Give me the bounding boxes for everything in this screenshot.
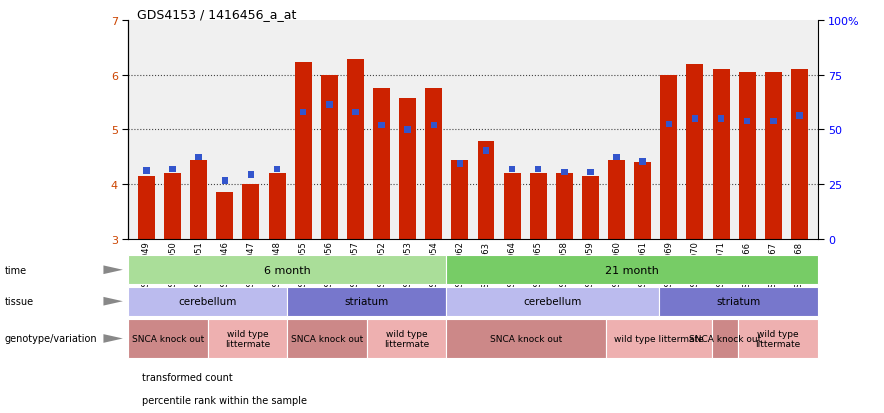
Bar [639, 159, 646, 165]
Bar [660, 75, 677, 240]
Text: cerebellum: cerebellum [179, 297, 237, 306]
Bar [504, 174, 521, 240]
Bar [765, 73, 781, 240]
Bar [796, 113, 803, 120]
Bar [300, 109, 307, 116]
Text: wild type
littermate: wild type littermate [225, 329, 271, 348]
Bar [530, 174, 546, 240]
Bar [666, 121, 672, 128]
Bar [128, 319, 208, 358]
Bar [347, 60, 364, 240]
Text: wild type littermate: wild type littermate [613, 334, 704, 343]
Bar [404, 127, 411, 133]
Bar [556, 174, 573, 240]
Text: cerebellum: cerebellum [523, 297, 582, 306]
Text: striatum: striatum [345, 297, 389, 306]
Bar [128, 287, 287, 316]
Bar [587, 169, 594, 176]
Polygon shape [103, 297, 123, 306]
Text: SNCA knock out: SNCA knock out [490, 334, 562, 343]
Bar [128, 256, 446, 285]
Text: striatum: striatum [716, 297, 760, 306]
Text: 21 month: 21 month [606, 265, 659, 275]
Bar [248, 172, 255, 178]
Bar [582, 177, 599, 240]
Text: time: time [4, 265, 27, 275]
Bar [691, 116, 698, 122]
Bar [608, 160, 625, 240]
Bar [452, 160, 469, 240]
Bar [400, 99, 416, 240]
Text: wild type
littermate: wild type littermate [384, 329, 430, 348]
Bar [446, 287, 659, 316]
Bar [367, 319, 446, 358]
Bar [274, 166, 280, 173]
Bar [326, 102, 332, 109]
Bar [718, 116, 724, 122]
Bar [446, 256, 818, 285]
Bar [713, 70, 729, 240]
Text: genotype/variation: genotype/variation [4, 334, 97, 344]
Bar [738, 319, 818, 358]
Bar [606, 319, 712, 358]
Bar [242, 185, 259, 240]
Bar [535, 166, 542, 173]
Bar [208, 319, 287, 358]
Bar [483, 147, 489, 154]
Bar [373, 89, 390, 240]
Text: tissue: tissue [4, 297, 34, 306]
Bar [659, 287, 818, 316]
Bar [634, 163, 652, 240]
Bar [613, 154, 620, 161]
Text: SNCA knock out: SNCA knock out [291, 334, 363, 343]
Bar [431, 122, 437, 129]
Bar [294, 63, 312, 240]
Bar [321, 75, 338, 240]
Text: SNCA knock out: SNCA knock out [132, 334, 204, 343]
Bar [195, 154, 202, 161]
Bar [744, 119, 751, 125]
Bar [352, 109, 359, 116]
Bar [269, 174, 286, 240]
Text: percentile rank within the sample: percentile rank within the sample [142, 395, 308, 405]
Bar [222, 178, 228, 184]
Bar [770, 119, 776, 125]
Bar [791, 70, 808, 240]
Polygon shape [103, 335, 123, 343]
Bar [287, 287, 446, 316]
Bar [217, 193, 233, 240]
Bar [477, 142, 494, 240]
Text: 6 month: 6 month [264, 265, 310, 275]
Text: wild type
littermate: wild type littermate [755, 329, 801, 348]
Bar [190, 160, 207, 240]
Text: transformed count: transformed count [142, 373, 233, 382]
Bar [170, 166, 176, 173]
Text: SNCA knock out: SNCA knock out [689, 334, 761, 343]
Bar [509, 166, 515, 173]
Bar [457, 161, 463, 167]
Bar [425, 89, 442, 240]
Bar [561, 169, 568, 176]
Bar [687, 64, 704, 240]
Bar [739, 73, 756, 240]
Bar [446, 319, 606, 358]
Text: GDS4153 / 1416456_a_at: GDS4153 / 1416456_a_at [137, 8, 296, 21]
Bar [287, 319, 367, 358]
Bar [712, 319, 738, 358]
Bar [164, 174, 181, 240]
Polygon shape [103, 266, 123, 275]
Bar [378, 122, 385, 129]
Bar [143, 168, 149, 174]
Bar [138, 177, 155, 240]
